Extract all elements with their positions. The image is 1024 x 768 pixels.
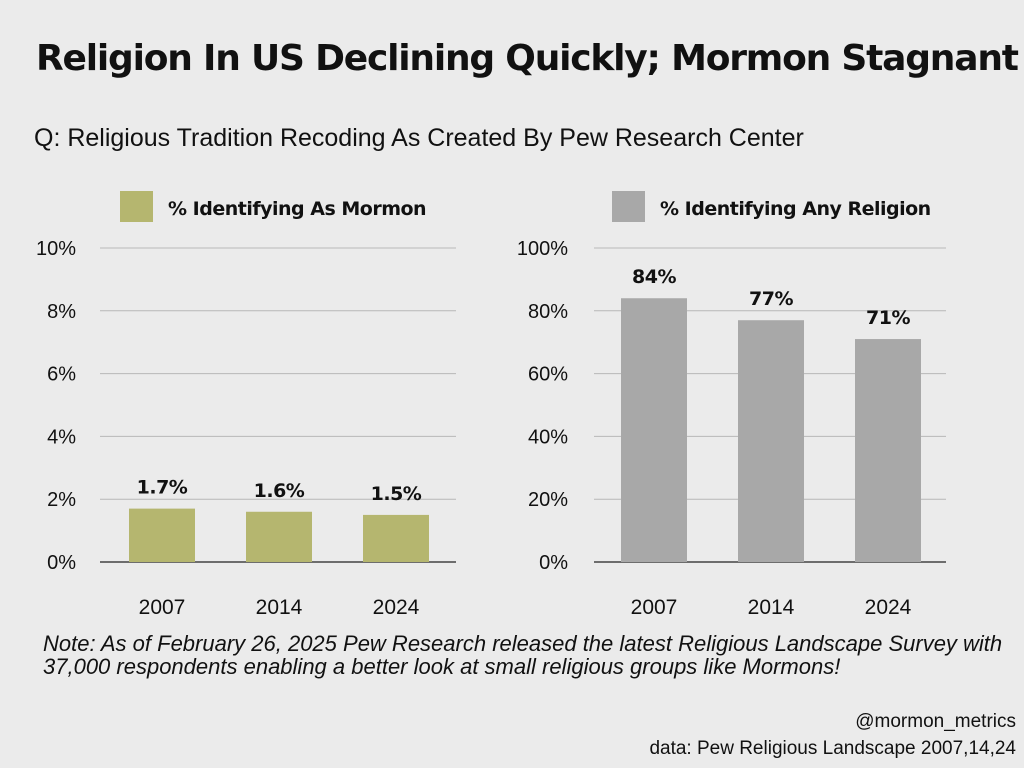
note-text: Note: As of February 26, 2025 Pew Resear… [43, 631, 1003, 679]
y-tick-label-any-religion: 100% [517, 238, 568, 260]
y-tick-label-mormon: 2% [47, 489, 76, 511]
data-label-mormon: 1.7% [137, 477, 188, 499]
legend-label-mormon: % Identifying As Mormon [168, 198, 426, 220]
bar-any-religion [855, 339, 921, 562]
x-tick-label-any-religion: 2024 [865, 596, 912, 619]
y-tick-label-any-religion: 20% [528, 489, 568, 511]
y-tick-label-mormon: 4% [47, 426, 76, 448]
bar-mormon [129, 508, 195, 562]
x-tick-label-any-religion: 2014 [748, 596, 795, 619]
bar-mormon [246, 511, 312, 562]
legend-label-any-religion: % Identifying Any Religion [660, 198, 931, 220]
data-label-mormon: 1.5% [371, 483, 422, 505]
x-tick-label-mormon: 2014 [256, 596, 303, 619]
data-label-any-religion: 71% [866, 307, 910, 329]
y-tick-label-any-religion: 40% [528, 426, 568, 448]
x-tick-label-any-religion: 2007 [631, 596, 678, 619]
legend-swatch-any-religion [612, 191, 645, 222]
data-label-any-religion: 77% [749, 288, 793, 310]
y-tick-label-mormon: 8% [47, 301, 76, 323]
data-label-any-religion: 84% [632, 266, 676, 288]
y-tick-label-any-religion: 60% [528, 364, 568, 386]
x-tick-label-mormon: 2007 [139, 596, 186, 619]
y-tick-label-mormon: 0% [47, 552, 76, 574]
charts-area: % Identifying As Mormon 0% 2% 4% 6% 8% 10% 1.7%… [36, 191, 946, 619]
data-label-mormon: 1.6% [254, 480, 305, 502]
author-handle: @mormon_metrics [855, 711, 1016, 732]
y-tick-label-any-religion: 0% [539, 552, 568, 574]
bar-any-religion [621, 298, 687, 562]
bar-mormon [363, 514, 429, 562]
data-source: data: Pew Religious Landscape 2007,14,24 [649, 738, 1016, 759]
legend-swatch-mormon [120, 191, 153, 222]
bar-any-religion [738, 320, 804, 562]
footer: @mormon_metrics data: Pew Religious Land… [649, 708, 1016, 762]
page-subtitle: Q: Religious Tradition Recoding As Creat… [34, 124, 804, 152]
page-title: Religion In US Declining Quickly; Mormon… [36, 38, 1019, 79]
y-tick-label-mormon: 10% [36, 238, 76, 260]
x-tick-label-mormon: 2024 [373, 596, 420, 619]
y-tick-label-mormon: 6% [47, 364, 76, 386]
y-tick-label-any-religion: 80% [528, 301, 568, 323]
